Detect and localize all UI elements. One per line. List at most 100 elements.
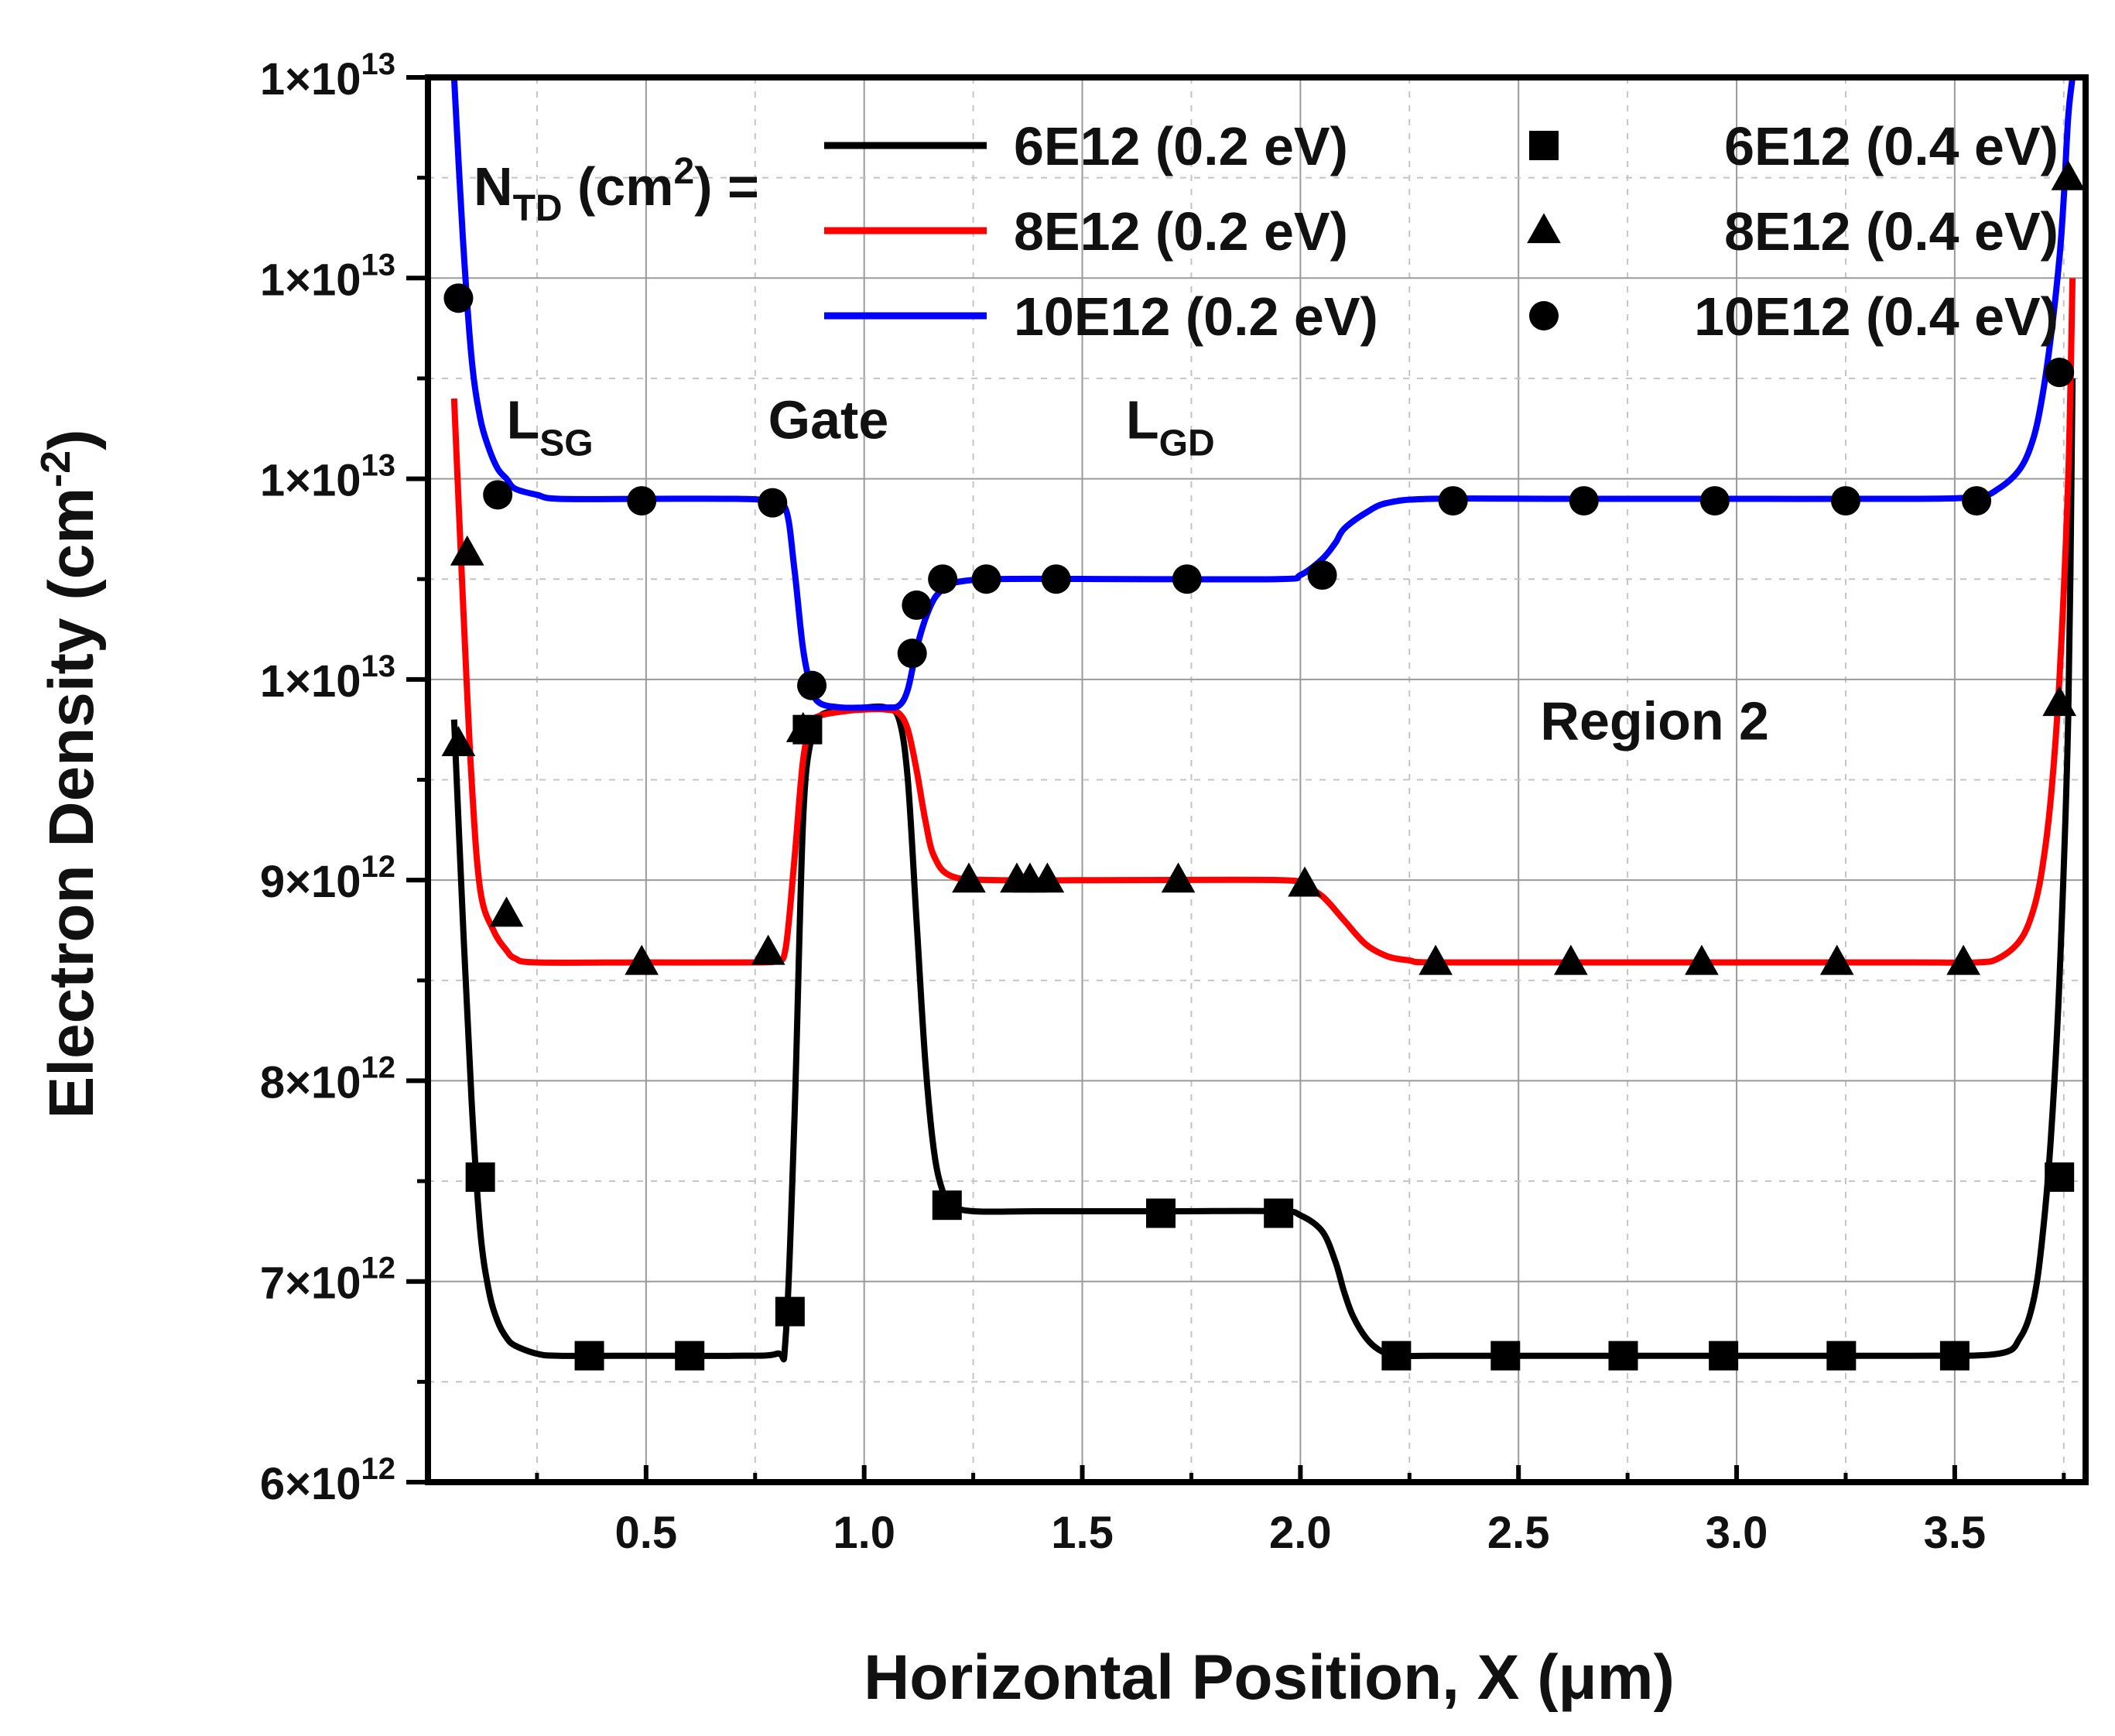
y-tick-exponent: 13 — [361, 649, 396, 683]
legend-title: NTD (cm2) = — [474, 151, 759, 229]
data-point-circle — [902, 590, 932, 620]
data-point-circle — [971, 564, 1001, 594]
y-tick-exponent: 12 — [361, 1251, 396, 1286]
legend-title-sub: TD — [513, 188, 563, 229]
legend: NTD (cm2) = 6E12 (0.2 eV) 8E12 (0.2 eV) 10E… — [474, 116, 2059, 347]
y-tick-label: 9×1012 — [260, 850, 395, 907]
data-point-circle — [1699, 486, 1730, 516]
annotation-sub: GD — [1159, 423, 1215, 464]
x-axis-title: Horizontal Position, X (μm) — [864, 1642, 1675, 1713]
data-point-square — [1264, 1198, 1294, 1228]
x-tick-label: 3.5 — [1924, 1508, 1987, 1558]
series-1 — [450, 278, 2076, 966]
y-tick-label: 1×1013 — [260, 47, 395, 104]
data-point-triangle — [2051, 159, 2086, 190]
data-point-square — [1145, 1198, 1176, 1228]
x-tick-label: 1.0 — [833, 1508, 895, 1558]
annotation-label: Gate — [768, 390, 889, 450]
data-point-square — [932, 1190, 962, 1221]
y-tick-exponent: 13 — [361, 248, 396, 282]
data-point-triangle — [1685, 944, 1719, 975]
data-point-triangle — [1288, 866, 1322, 897]
legend-label: 10E12 (0.2 eV) — [1014, 286, 1378, 347]
plot-series — [441, 77, 2086, 1371]
legend-item: 10E12 (0.4 eV) — [1529, 286, 2059, 347]
annotation-sub: SG — [539, 423, 593, 464]
legend-label: 8E12 (0.4 eV) — [1724, 201, 2059, 262]
y-tick-base: 1×10 — [260, 456, 361, 506]
x-tick-label: 0.5 — [615, 1508, 678, 1558]
data-point-square — [1608, 1341, 1638, 1371]
y-tick-label: 1×1013 — [260, 248, 395, 305]
y-axis-title: Electron Density (cm-2) — [33, 429, 107, 1118]
legend-item: 10E12 (0.2 eV) — [824, 286, 1378, 347]
y-tick-exponent: 12 — [361, 1452, 396, 1486]
data-point-triangle — [1161, 862, 1196, 893]
x-tick-label: 3.0 — [1706, 1508, 1768, 1558]
data-point-circle — [1438, 486, 1468, 516]
legend-swatch-marker — [1529, 301, 1559, 330]
data-point-circle — [1307, 560, 1337, 591]
data-point-circle — [1830, 486, 1860, 516]
series-4 — [441, 159, 2086, 975]
y-axis-title-close: ) — [36, 429, 107, 450]
series-5 — [443, 283, 2075, 700]
data-point-triangle — [450, 535, 484, 566]
y-axis-title-main: Electron Density (cm — [36, 488, 107, 1119]
y-tick-base: 1×10 — [260, 656, 361, 707]
data-point-triangle — [952, 862, 986, 893]
data-point-triangle — [1030, 862, 1065, 893]
legend-item: 8E12 (0.4 eV) — [1527, 201, 2059, 262]
x-tick-label: 2.5 — [1487, 1508, 1550, 1558]
y-tick-label: 7×1012 — [260, 1251, 395, 1309]
data-point-triangle — [489, 896, 524, 927]
data-point-square — [675, 1341, 705, 1371]
data-point-triangle — [441, 726, 476, 756]
y-tick-base: 6×10 — [260, 1459, 361, 1509]
data-point-triangle — [1819, 944, 1854, 975]
y-tick-exponent: 12 — [361, 850, 396, 884]
data-point-square — [1490, 1341, 1521, 1371]
data-point-triangle — [1946, 944, 1981, 975]
data-point-circle — [1962, 486, 1992, 516]
legend-label: 6E12 (0.4 eV) — [1724, 116, 2059, 176]
x-axis-ticks: 0.5 1.0 1.5 2.0 2.5 3.0 3.5 — [535, 1465, 2066, 1558]
legend-label: 10E12 (0.4 eV) — [1694, 286, 2059, 347]
data-point-square — [1709, 1341, 1739, 1371]
legend-label: 6E12 (0.2 eV) — [1014, 116, 1348, 176]
data-point-square — [775, 1296, 805, 1327]
y-axis-ticks: 6×10127×10128×10129×10121×10131×10131×10… — [260, 47, 428, 1509]
annotation-main: L — [1126, 390, 1159, 450]
y-tick-base: 7×10 — [260, 1258, 361, 1309]
legend-title-main: N — [474, 156, 513, 217]
legend-title-sup: 2 — [673, 151, 694, 192]
annotation-label: LSG — [506, 390, 593, 464]
x-tick-label: 2.0 — [1269, 1508, 1332, 1558]
data-point-circle — [627, 486, 657, 516]
data-point-circle — [483, 480, 513, 510]
y-tick-base: 8×10 — [260, 1057, 361, 1108]
legend-swatch-marker — [1529, 131, 1559, 160]
legend-title-mid: (cm — [563, 156, 674, 217]
annotation-main: Gate — [768, 390, 889, 450]
y-tick-base: 1×10 — [260, 255, 361, 305]
data-point-circle — [797, 670, 827, 700]
legend-label: 8E12 (0.2 eV) — [1014, 201, 1348, 262]
data-point-triangle — [785, 711, 820, 742]
y-tick-label: 1×1013 — [260, 449, 395, 506]
data-point-square — [1381, 1341, 1412, 1371]
data-point-circle — [758, 488, 788, 518]
data-point-triangle — [751, 934, 785, 965]
y-tick-label: 1×1013 — [260, 649, 395, 707]
data-point-circle — [928, 564, 958, 594]
y-tick-label: 8×1012 — [260, 1050, 395, 1108]
legend-item: 6E12 (0.4 eV) — [1529, 116, 2059, 176]
data-point-square — [1939, 1341, 1970, 1371]
y-tick-label: 6×1012 — [260, 1452, 395, 1509]
legend-title-end: ) = — [694, 156, 759, 217]
data-point-square — [465, 1162, 495, 1192]
data-point-square — [2045, 1162, 2075, 1192]
y-tick-base: 9×10 — [260, 857, 361, 907]
